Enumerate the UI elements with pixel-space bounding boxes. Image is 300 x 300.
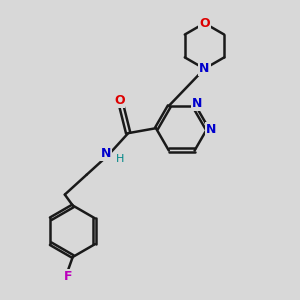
Text: O: O [199,17,210,30]
Text: F: F [64,270,72,283]
Text: N: N [206,123,217,136]
Text: O: O [114,94,124,107]
Text: H: H [116,154,124,164]
Text: N: N [101,148,112,160]
Text: N: N [192,98,203,110]
Text: N: N [199,62,210,75]
